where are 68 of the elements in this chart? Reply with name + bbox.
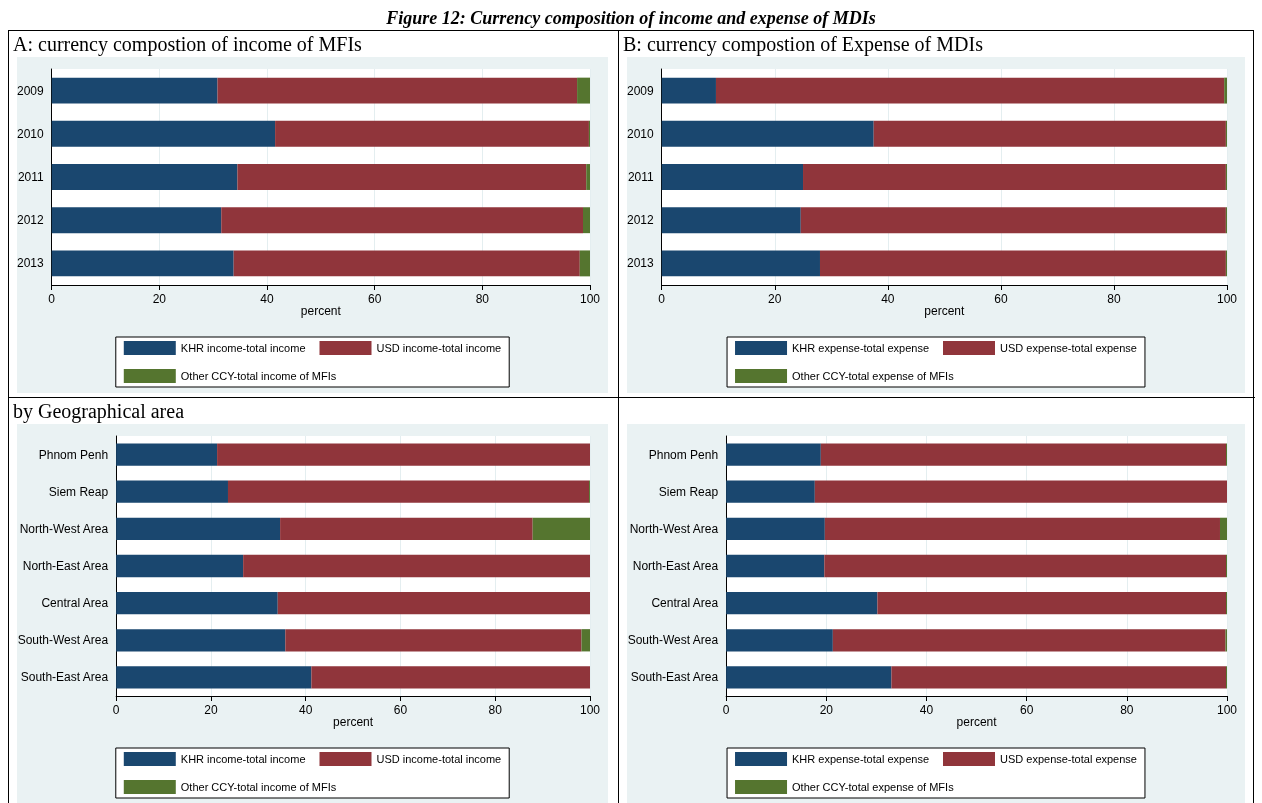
x-tick-label: 40 <box>919 703 934 717</box>
x-tick-label: 60 <box>1019 703 1034 717</box>
caption: Figure 12: Currency composition of income and expense of MDIs <box>385 8 877 30</box>
y-tick-label: Siem Reap <box>48 484 109 499</box>
y-tick-label: North-West Area <box>19 521 109 536</box>
legend-label: KHR expense-total expense <box>792 753 929 765</box>
x-tick-label: 0 <box>658 292 666 306</box>
x-tick-label: 100 <box>1216 292 1238 306</box>
y-tick-label: 2011 <box>627 170 655 184</box>
y-tick-label: North-West Area <box>629 521 719 536</box>
legend-label: USD expense-total expense <box>1000 342 1137 354</box>
y-tick-label: South-West Area <box>627 633 719 648</box>
x-tick-label: 0 <box>722 703 730 717</box>
y-tick-label: North-East Area <box>632 559 719 573</box>
chart-title: by Geographical area <box>12 399 185 424</box>
y-tick-label: South-East Area <box>20 670 109 685</box>
x-tick-label: 20 <box>204 703 218 717</box>
x-tick-label: 40 <box>299 703 313 717</box>
y-tick-label: 2013 <box>16 256 45 271</box>
legend-label: Other CCY-total expense of MFIs <box>792 370 955 382</box>
y-tick-label: 2012 <box>16 213 45 228</box>
x-tick-label: 60 <box>368 292 382 306</box>
x-axis-title: percent <box>333 715 374 729</box>
y-tick-label: Central Area <box>41 596 109 611</box>
x-tick-label: 40 <box>881 292 895 306</box>
x-tick-label: 40 <box>260 292 275 306</box>
legend-label: Other CCY-total income of MFIs <box>180 370 337 382</box>
legend-label: USD expense-total expense <box>1000 753 1137 765</box>
y-tick-label: 2011 <box>17 170 45 184</box>
y-tick-label: Central Area <box>651 596 719 611</box>
legend-label: Other CCY-total income of MFIs <box>180 781 337 793</box>
y-tick-label: South-West Area <box>17 633 109 648</box>
y-tick-label: South-East Area <box>630 670 719 685</box>
x-tick-label: 100 <box>579 703 601 717</box>
y-tick-label: 2009 <box>626 83 655 98</box>
x-tick-label: 80 <box>475 292 490 306</box>
y-tick-label: 2012 <box>626 213 655 228</box>
legend-label: USD income-total income <box>376 342 502 354</box>
x-tick-label: 20 <box>768 292 782 306</box>
legend-label: KHR income-total income <box>180 342 306 354</box>
legend-label: KHR expense-total expense <box>792 342 929 354</box>
x-tick-label: 100 <box>579 292 601 306</box>
legend-label: KHR income-total income <box>180 753 306 765</box>
chart-title: B: currency compostion of Expense of MDIs <box>622 32 984 57</box>
legend-label: USD income-total income <box>376 753 502 765</box>
x-tick-label: 60 <box>994 292 1008 306</box>
x-tick-label: 80 <box>1107 292 1121 306</box>
y-tick-label: Phnom Penh <box>38 447 109 462</box>
y-tick-label: 2010 <box>626 126 655 141</box>
x-tick-label: 20 <box>152 292 167 306</box>
legend-label: Other CCY-total expense of MFIs <box>792 781 955 793</box>
y-tick-label: Phnom Penh <box>648 447 719 462</box>
chart-title: A: currency compostion of income of MFIs <box>12 32 363 57</box>
x-axis-title: percent <box>956 715 998 729</box>
x-axis-title: percent <box>300 304 342 318</box>
x-tick-label: 80 <box>488 703 503 717</box>
y-tick-label: 2010 <box>16 126 45 141</box>
y-tick-label: North-East Area <box>22 559 109 573</box>
y-tick-label: 2009 <box>16 83 45 98</box>
x-tick-label: 100 <box>1216 703 1238 717</box>
x-tick-label: 80 <box>1120 703 1134 717</box>
x-tick-label: 60 <box>393 703 408 717</box>
x-tick-label: 0 <box>112 703 120 717</box>
y-tick-label: 2013 <box>626 256 655 271</box>
x-tick-label: 0 <box>48 292 56 306</box>
x-tick-label: 20 <box>819 703 834 717</box>
y-tick-label: Siem Reap <box>658 484 719 499</box>
x-axis-title: percent <box>924 304 966 318</box>
